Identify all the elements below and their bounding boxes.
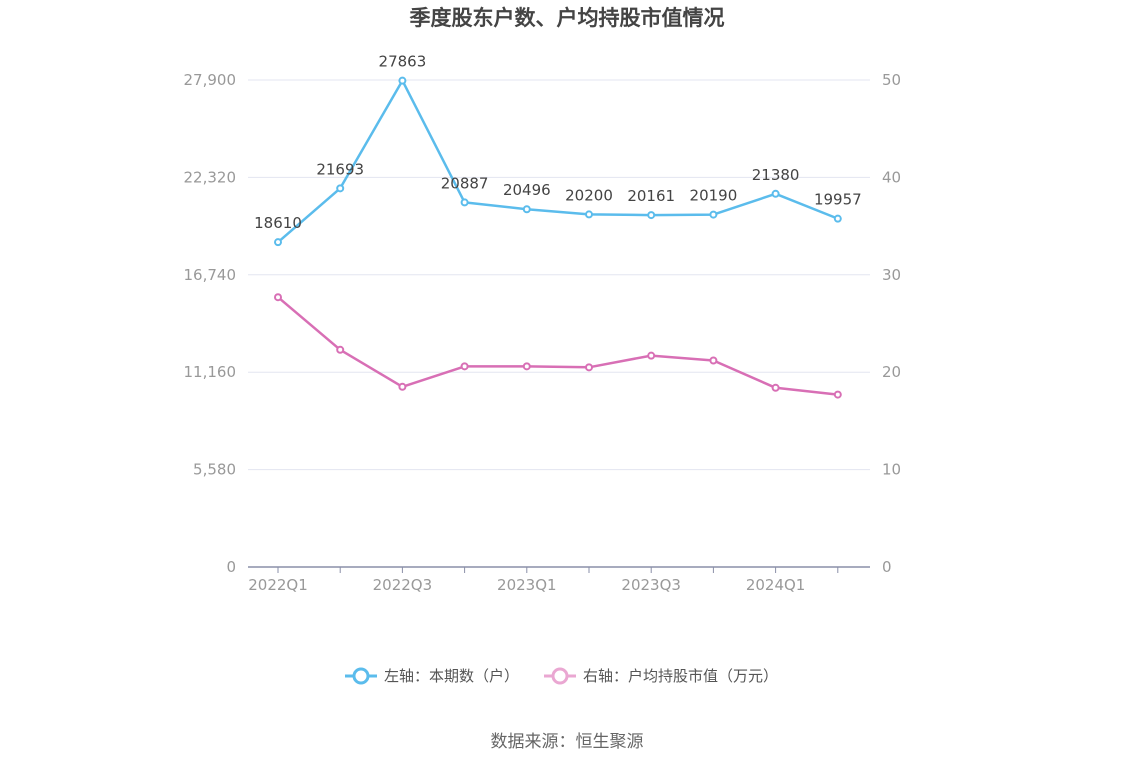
data-point[interactable] <box>771 383 780 392</box>
data-label: 20190 <box>690 187 738 205</box>
legend-label-left-series: 左轴：本期数（户） <box>384 667 519 685</box>
data-point[interactable] <box>833 390 842 399</box>
data-point[interactable] <box>336 345 345 354</box>
x-axis-tick-label: 2023Q3 <box>621 576 681 594</box>
data-point[interactable] <box>833 214 842 223</box>
legend-marker-left-series <box>352 667 370 685</box>
data-point[interactable] <box>647 351 656 360</box>
data-label: 20887 <box>441 174 489 192</box>
data-point[interactable] <box>522 362 531 371</box>
data-point[interactable] <box>647 211 656 220</box>
right-axis-tick-label: 20 <box>882 363 901 381</box>
data-label: 19957 <box>814 191 862 209</box>
series-layer: 18610 21693 27863 20887 20496 20200 20161 20190… <box>254 53 862 399</box>
data-point[interactable] <box>771 189 780 198</box>
data-point[interactable] <box>585 210 593 219</box>
legend: 左轴：本期数（户） 右轴：户均持股市值（万元） <box>345 667 778 685</box>
right-axis-tick-label: 0 <box>882 558 892 576</box>
data-point[interactable] <box>274 238 282 247</box>
data-point[interactable] <box>522 205 531 214</box>
data-point[interactable] <box>398 382 407 391</box>
right-axis-tick-label: 30 <box>882 266 901 284</box>
right-axis-tick-label: 10 <box>882 461 901 479</box>
right-axis-tick-label: 50 <box>882 71 901 89</box>
data-point[interactable] <box>398 76 407 85</box>
legend-label-right-series: 右轴：户均持股市值（万元） <box>583 667 778 685</box>
data-label: 18610 <box>254 214 302 232</box>
left-axis-tick-label: 5,580 <box>193 461 236 479</box>
data-label: 20496 <box>503 181 551 199</box>
right-axis-tick-label: 40 <box>882 168 901 186</box>
data-point[interactable] <box>460 362 469 371</box>
series-line-avg-value <box>277 296 838 396</box>
left-axis-tick-label: 22,320 <box>184 168 237 186</box>
chart-title: 季度股东户数、户均持股市值情况 <box>410 6 725 30</box>
x-axis-tick-label: 2022Q1 <box>248 576 308 594</box>
data-point[interactable] <box>336 184 345 193</box>
data-point[interactable] <box>460 198 469 207</box>
data-label: 27863 <box>379 53 427 71</box>
legend-marker-right-series <box>551 667 569 685</box>
left-axis-tick-label: 11,160 <box>184 363 237 381</box>
right-axis: 0 10 20 30 40 50 <box>882 71 901 576</box>
left-axis: 0 5,580 11,160 16,740 22,320 27,900 <box>184 71 237 576</box>
x-axis-tick-label: 2023Q1 <box>497 576 557 594</box>
x-axis: 2022Q1 2022Q3 2023Q1 2023Q3 2024Q1 <box>248 566 870 594</box>
legend-item-right-axis-series[interactable]: 右轴：户均持股市值（万元） <box>544 667 778 685</box>
left-axis-tick-label: 0 <box>226 558 236 576</box>
data-source: 数据来源：恒生聚源 <box>491 732 644 752</box>
grid-lines <box>248 79 870 471</box>
legend-item-left-axis-series[interactable]: 左轴：本期数（户） <box>345 667 519 685</box>
left-axis-tick-label: 16,740 <box>184 266 237 284</box>
data-label: 21380 <box>752 166 800 184</box>
data-point[interactable] <box>274 293 282 302</box>
left-axis-tick-label: 27,900 <box>184 71 237 89</box>
data-point[interactable] <box>585 363 593 372</box>
data-label: 20161 <box>627 187 675 205</box>
data-label: 20200 <box>565 186 613 204</box>
data-point[interactable] <box>709 356 718 365</box>
series-line-holders <box>277 79 839 244</box>
x-axis-tick-label: 2024Q1 <box>746 576 806 594</box>
x-axis-tick-label: 2022Q3 <box>373 576 433 594</box>
data-point[interactable] <box>709 210 718 219</box>
data-label: 21693 <box>316 160 364 178</box>
